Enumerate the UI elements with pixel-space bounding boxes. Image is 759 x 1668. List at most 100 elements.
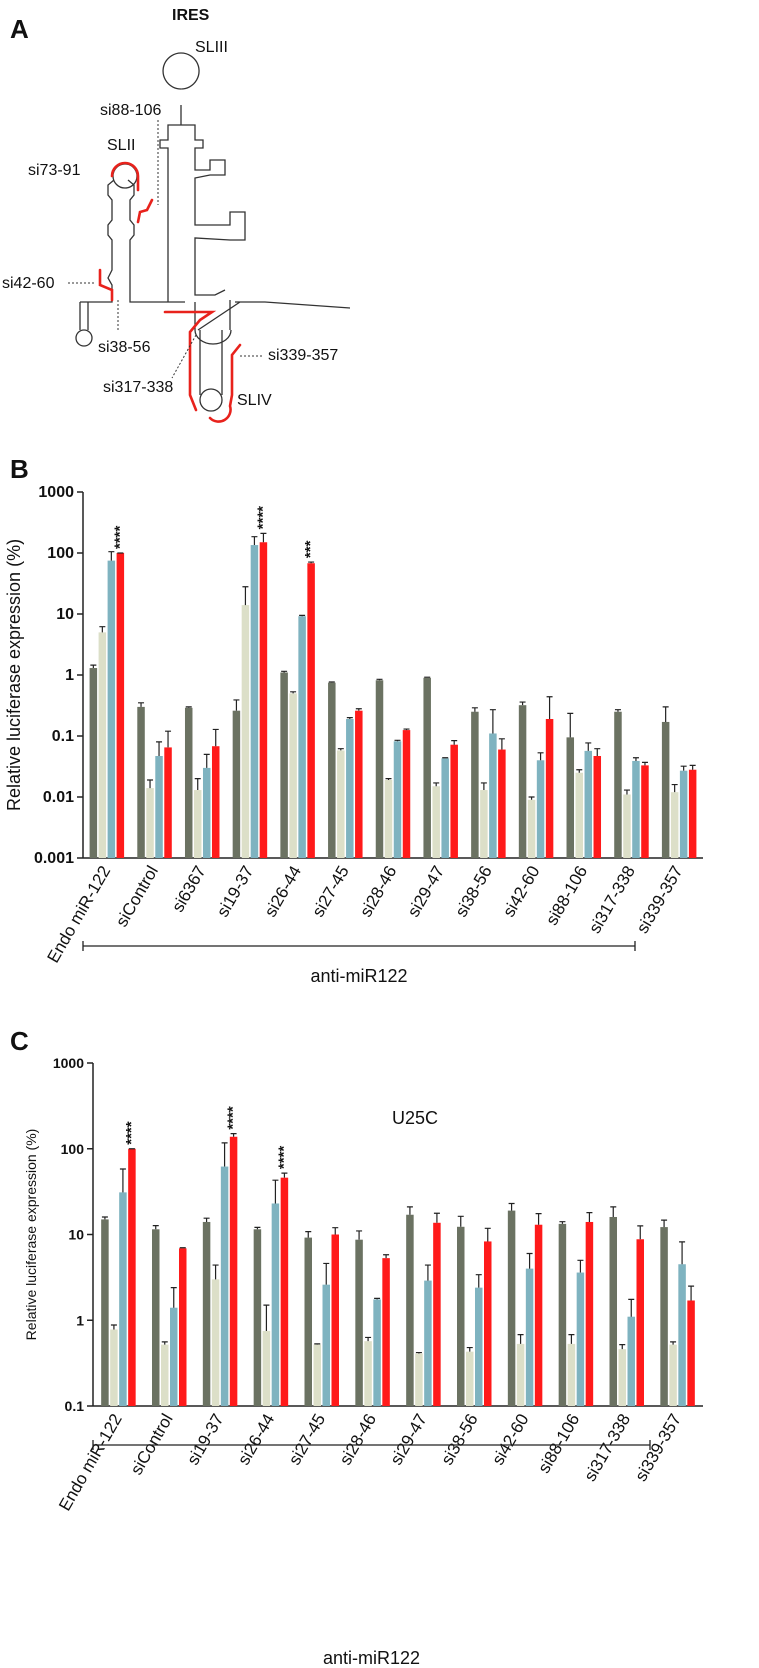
bar bbox=[146, 788, 154, 858]
bar bbox=[241, 605, 250, 858]
error-bar bbox=[498, 738, 505, 750]
y-tick-label: 0.01 bbox=[43, 789, 74, 806]
x-tick-label: si317-338 bbox=[585, 863, 639, 937]
bar bbox=[527, 799, 536, 858]
error-bar bbox=[508, 1202, 515, 1211]
error-bar bbox=[212, 1264, 219, 1280]
bracket bbox=[92, 1440, 651, 1450]
error-bar bbox=[489, 709, 496, 734]
bar bbox=[375, 680, 384, 858]
bar bbox=[355, 1239, 363, 1406]
bar bbox=[313, 1344, 321, 1406]
error-bar bbox=[365, 1336, 372, 1342]
error-bar bbox=[394, 739, 401, 742]
bar bbox=[382, 1258, 390, 1406]
x-tick-label: si28-46 bbox=[336, 1411, 380, 1469]
error-bar bbox=[662, 706, 669, 722]
bar bbox=[328, 682, 336, 858]
error-bar bbox=[576, 769, 583, 773]
error-bar bbox=[156, 741, 163, 757]
bar bbox=[179, 1248, 187, 1406]
error-bar bbox=[337, 748, 344, 751]
x-tick-label: si28-46 bbox=[356, 863, 400, 921]
bar bbox=[116, 553, 125, 858]
x-tick-label: si29-47 bbox=[387, 1411, 431, 1469]
x-tick-label: si42-60 bbox=[488, 1411, 532, 1469]
bar bbox=[545, 718, 554, 858]
error-bar bbox=[415, 1351, 422, 1354]
x-tick-label: si26-44 bbox=[234, 1411, 278, 1469]
error-bar bbox=[152, 1225, 159, 1230]
bar bbox=[211, 746, 220, 858]
bar bbox=[636, 1239, 644, 1406]
label: si88-106 bbox=[100, 102, 161, 119]
bar bbox=[575, 772, 584, 858]
error-bar bbox=[568, 1334, 575, 1344]
bar bbox=[585, 1221, 594, 1406]
x-tick-label: Endo miR-122 bbox=[44, 863, 115, 967]
bar bbox=[280, 1177, 289, 1406]
leader bbox=[68, 120, 262, 379]
bar bbox=[661, 721, 670, 858]
bar bbox=[393, 741, 402, 858]
error-bar bbox=[203, 1217, 210, 1222]
error-bar bbox=[194, 778, 201, 791]
error-bar bbox=[161, 1341, 168, 1345]
significance: **** bbox=[111, 525, 128, 549]
error-bar bbox=[281, 1172, 288, 1178]
rna-structure bbox=[75, 52, 351, 412]
error-bar bbox=[679, 1241, 686, 1265]
error-bar bbox=[433, 1212, 440, 1223]
y-tick-label: 10 bbox=[56, 606, 74, 623]
error-bar bbox=[147, 779, 154, 789]
error-bar bbox=[585, 742, 592, 751]
label: si317-338 bbox=[103, 379, 173, 396]
error-bar bbox=[433, 782, 440, 787]
bar bbox=[128, 1148, 136, 1406]
bar bbox=[457, 1226, 465, 1406]
bar bbox=[220, 1166, 229, 1406]
significance: **** bbox=[254, 506, 271, 530]
bracket-label: anti-miR122 bbox=[323, 1648, 420, 1668]
bar bbox=[536, 760, 545, 858]
error-bar bbox=[661, 1219, 668, 1228]
error-bar bbox=[546, 696, 553, 719]
sirna-site bbox=[136, 198, 154, 224]
y-axis-label: Relative luciferase expression (%) bbox=[4, 539, 24, 811]
bar bbox=[119, 1192, 127, 1406]
error-bar bbox=[689, 764, 696, 770]
error-bar bbox=[251, 536, 258, 546]
error-bar bbox=[374, 1297, 381, 1300]
error-bar bbox=[346, 717, 353, 719]
x-tick-label: si29-47 bbox=[404, 863, 448, 921]
error-bar bbox=[628, 1298, 635, 1317]
error-bar bbox=[242, 586, 249, 606]
error-bar bbox=[406, 1206, 413, 1215]
y-tick-label: 1 bbox=[76, 1312, 84, 1328]
bar bbox=[337, 750, 345, 858]
label: si339-357 bbox=[268, 347, 338, 364]
error-bar bbox=[212, 728, 219, 747]
bar bbox=[259, 542, 268, 858]
error-bar bbox=[230, 1133, 237, 1137]
bar bbox=[498, 749, 506, 858]
x-tick-label: si6367 bbox=[168, 863, 210, 916]
error-bar bbox=[567, 712, 574, 738]
bar bbox=[688, 769, 697, 858]
error-bar bbox=[442, 757, 449, 759]
bar bbox=[687, 1300, 695, 1406]
bar bbox=[593, 756, 602, 858]
bar bbox=[471, 711, 479, 858]
significance: **** bbox=[275, 1146, 292, 1170]
error-bar bbox=[480, 782, 487, 791]
bar bbox=[432, 786, 440, 858]
bar bbox=[89, 668, 98, 858]
bar bbox=[484, 1241, 492, 1406]
bar bbox=[271, 1203, 280, 1406]
error-bar bbox=[179, 1247, 186, 1249]
bar bbox=[567, 1343, 576, 1406]
bar bbox=[155, 756, 163, 858]
label: SLII bbox=[107, 137, 135, 154]
error-bar bbox=[670, 1341, 677, 1345]
